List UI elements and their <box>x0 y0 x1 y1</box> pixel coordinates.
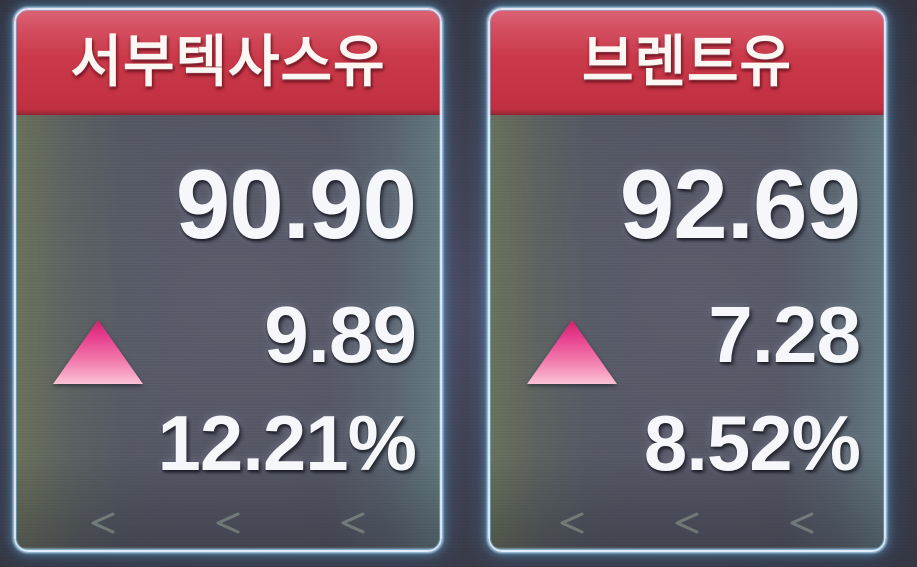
panel-header-wti: 서부텍사스유 <box>14 8 442 115</box>
percent-row-brent: 8.52% <box>510 391 861 495</box>
price-value-brent: 92.69 <box>619 149 861 259</box>
change-row-brent: 7.28 <box>510 279 861 391</box>
change-value-brent: 7.28 <box>708 290 861 379</box>
percent-value-brent: 8.52% <box>643 399 861 487</box>
triangle-up-icon <box>524 317 620 387</box>
percent-value-wti: 12.21% <box>157 399 417 487</box>
price-value-wti: 90.90 <box>175 149 417 259</box>
change-value-wti: 9.89 <box>264 290 417 379</box>
panel-body-wti: 90.90 <box>14 115 442 552</box>
change-row-wti: 9.89 <box>36 279 417 391</box>
price-panel-wti: 서부텍사스유 90.90 <box>14 8 442 552</box>
panel-title-brent: 브렌트유 <box>581 29 793 93</box>
panel-title-wti: 서부텍사스유 <box>70 29 386 93</box>
percent-row-wti: 12.21% <box>36 391 417 495</box>
price-panel-brent: 브렌트유 92.69 <box>488 8 886 552</box>
price-row-brent: 92.69 <box>510 115 861 279</box>
price-row-wti: 90.90 <box>36 115 417 279</box>
price-rows-wti: 90.90 <box>14 115 442 552</box>
price-rows-brent: 92.69 <box>488 115 886 552</box>
panel-body-brent: 92.69 <box>488 115 886 552</box>
panel-header-brent: 브렌트유 <box>488 8 886 115</box>
triangle-up-icon <box>50 317 146 387</box>
